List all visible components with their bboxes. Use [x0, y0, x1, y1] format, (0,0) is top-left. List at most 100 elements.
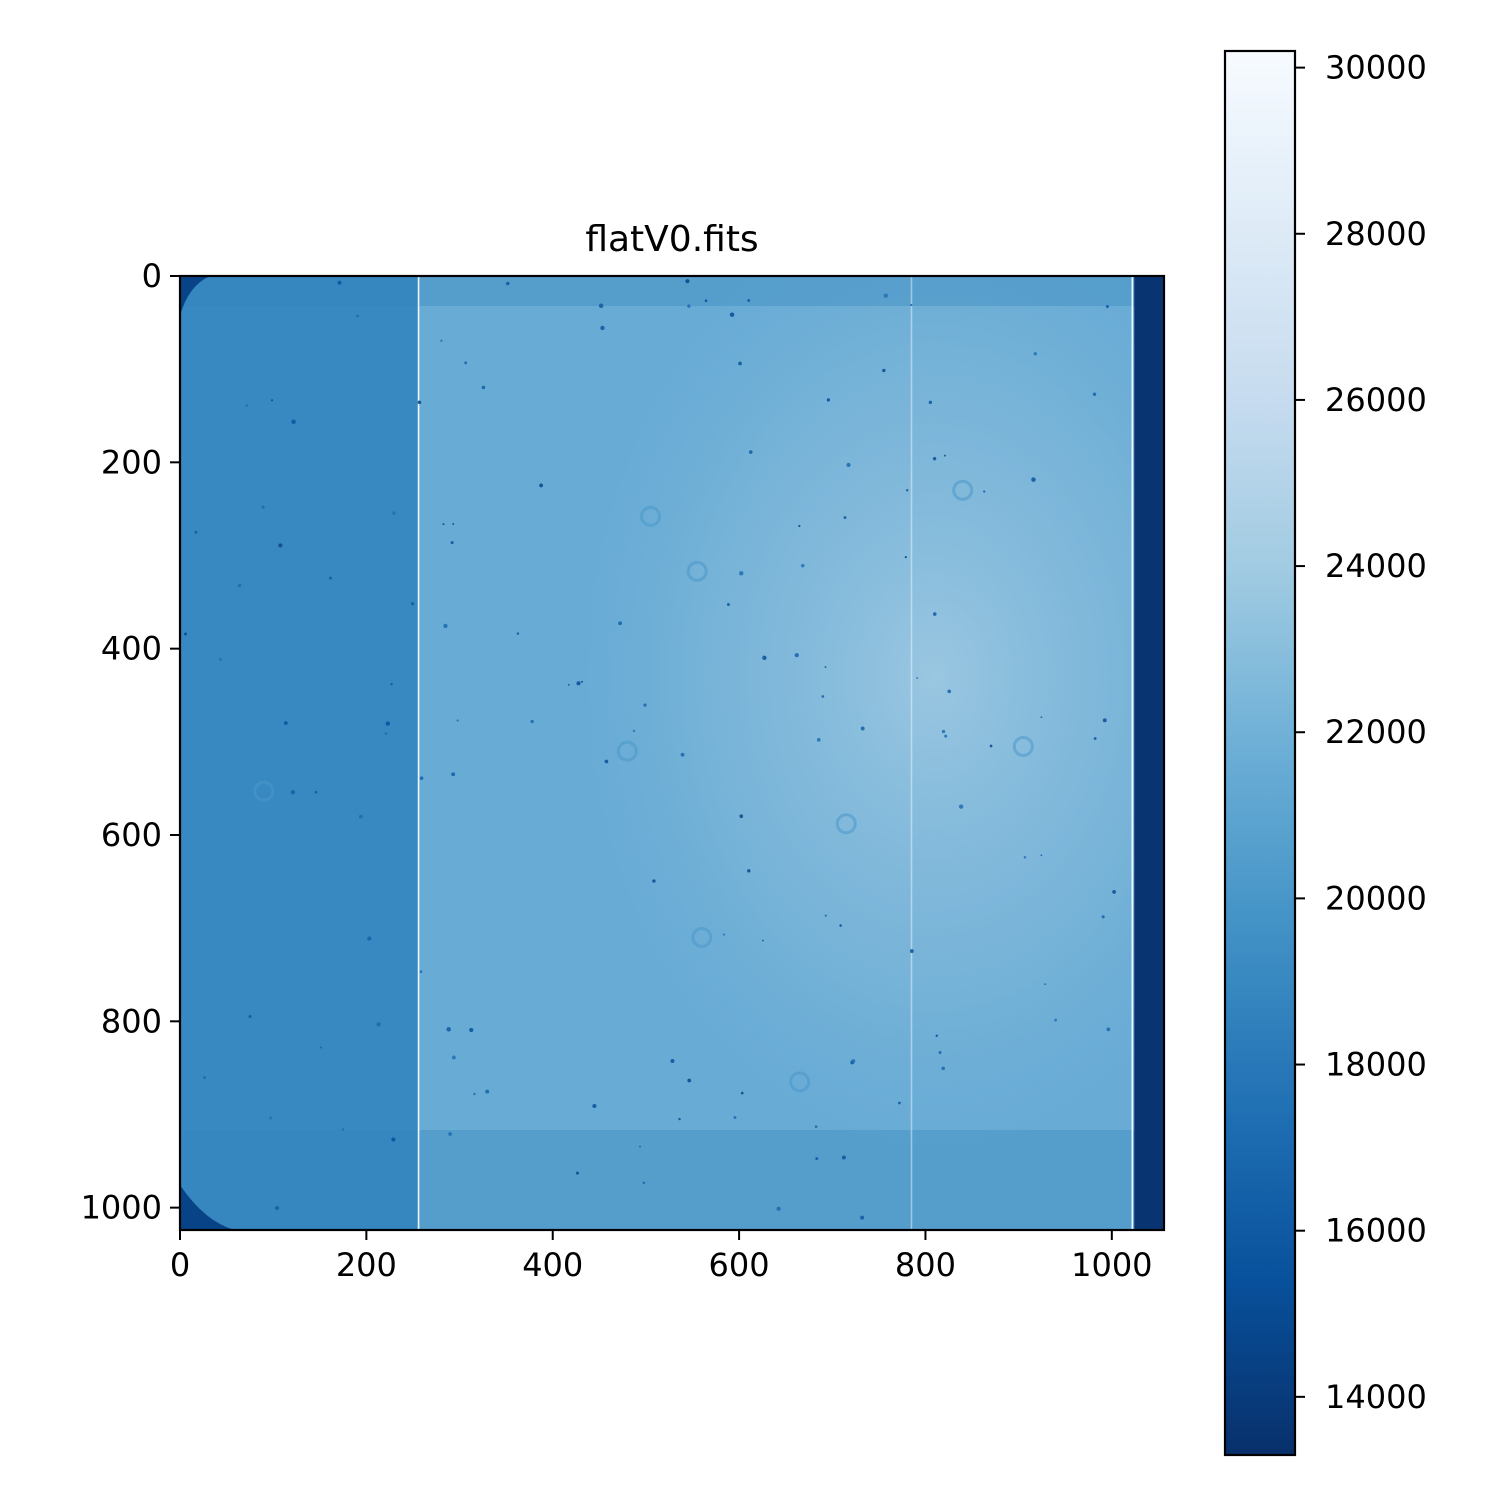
- heatmap-speck: [356, 314, 359, 318]
- heatmap-speck: [278, 543, 283, 548]
- heatmap-edge-vignette: [180, 276, 1135, 306]
- heatmap-speck: [580, 680, 584, 683]
- heatmap-speck: [824, 666, 827, 668]
- heatmap-speck: [800, 563, 805, 568]
- heatmap-speck: [219, 657, 223, 661]
- heatmap-speck: [516, 632, 520, 635]
- heatmap-speck: [464, 361, 468, 365]
- heatmap-speck: [839, 924, 842, 927]
- colorbar-fill: [1225, 51, 1295, 1455]
- heatmap-dust-ring: [691, 926, 713, 948]
- heatmap-speck: [816, 738, 821, 742]
- heatmap-speck: [794, 653, 799, 658]
- heatmap-speck: [882, 368, 886, 373]
- heatmap-bright-column: [417, 276, 420, 1230]
- x-tick-label: 0: [170, 1246, 190, 1284]
- heatmap-bright-column: [1131, 276, 1134, 1230]
- heatmap-speck: [530, 719, 534, 724]
- heatmap-speck: [417, 400, 422, 405]
- heatmap-speck: [938, 1051, 942, 1055]
- heatmap-speck: [1105, 305, 1109, 309]
- heatmap-speck: [600, 325, 605, 331]
- heatmap-speck: [450, 541, 454, 545]
- x-tick-label: 600: [709, 1246, 770, 1284]
- heatmap-speck: [678, 1117, 681, 1121]
- heatmap-speck: [1033, 352, 1037, 356]
- heatmap-speck: [452, 523, 455, 525]
- heatmap-speck: [618, 621, 622, 626]
- heatmap-speck: [392, 511, 396, 515]
- heatmap-speck: [440, 339, 443, 342]
- heatmap-speck: [261, 505, 265, 509]
- heatmap-speck: [846, 462, 851, 468]
- heatmap-overscan-region: [1134, 276, 1164, 1230]
- colorbar-tick-label: 22000: [1325, 713, 1427, 751]
- heatmap-speck: [341, 1128, 345, 1131]
- heatmap-speck: [419, 776, 424, 780]
- heatmap-speck: [733, 1115, 737, 1119]
- heatmap-speck: [685, 279, 690, 284]
- heatmap-speck: [237, 583, 242, 588]
- heatmap-speck: [598, 303, 604, 309]
- heatmap-speck: [367, 936, 372, 941]
- heatmap-speck: [687, 1078, 692, 1083]
- heatmap-speck: [906, 489, 909, 492]
- heatmap-speck: [729, 312, 735, 317]
- heatmap-speck: [883, 293, 888, 298]
- heatmap-speck: [944, 734, 948, 738]
- heatmap-speck: [443, 623, 448, 629]
- colorbar-tick-label: 26000: [1325, 381, 1427, 419]
- heatmap-dust-ring: [835, 813, 857, 835]
- colorbar-tick-label: 28000: [1325, 215, 1427, 253]
- colorbar-frame: [1223, 49, 1297, 1457]
- heatmap-speck: [411, 602, 415, 606]
- heatmap-speck: [935, 1034, 938, 1037]
- heatmap-speck: [505, 281, 510, 286]
- heatmap-speck: [932, 612, 937, 616]
- heatmap-speck: [283, 721, 288, 725]
- heatmap-speck: [909, 949, 914, 953]
- heatmap-speck: [941, 1066, 945, 1071]
- colorbar-tick-label: 16000: [1325, 1212, 1427, 1250]
- heatmap-speck: [798, 524, 801, 528]
- heatmap-speck: [592, 1103, 597, 1109]
- heatmap-speck: [194, 530, 198, 534]
- heatmap-speck: [448, 1132, 452, 1136]
- heatmap-speck: [359, 814, 363, 819]
- heatmap-edge-vignette: [180, 1130, 1135, 1230]
- x-tick-label: 800: [895, 1246, 956, 1284]
- heatmap-speck: [390, 682, 393, 686]
- heatmap-speck: [632, 729, 636, 732]
- heatmap-speck: [290, 789, 296, 795]
- plot-frame: [178, 274, 1166, 1232]
- heatmap-speck: [704, 299, 708, 303]
- heatmap-speck: [451, 1055, 456, 1060]
- heatmap-speck: [337, 280, 342, 285]
- heatmap-speck: [958, 804, 964, 809]
- heatmap-speck: [761, 939, 764, 942]
- heatmap-speck: [1112, 890, 1116, 894]
- heatmap-speck: [916, 677, 919, 680]
- heatmap-speck: [245, 404, 249, 407]
- heatmap-speck: [815, 1157, 819, 1161]
- heatmap-speck: [1040, 716, 1043, 719]
- y-tick-label: 400: [101, 630, 162, 668]
- heatmap-speck: [1102, 718, 1107, 723]
- heatmap-left-region: [180, 276, 419, 1230]
- heatmap-speck: [989, 744, 993, 748]
- heatmap-speck: [652, 879, 656, 883]
- heatmap-speck: [481, 385, 486, 390]
- heatmap-dust-ring: [952, 479, 974, 501]
- colorbar-tick-label: 30000: [1325, 49, 1427, 87]
- heatmap-dust-ring: [1012, 735, 1034, 757]
- heatmap-speck: [291, 419, 296, 425]
- heatmap-speck: [747, 299, 751, 302]
- heatmap-speck: [539, 483, 544, 488]
- heatmap-speck: [932, 456, 937, 461]
- heatmap-speck: [860, 1215, 865, 1220]
- heatmap-speck: [269, 1116, 272, 1120]
- heatmap-speck: [275, 1205, 280, 1210]
- heatmap-speck: [1101, 915, 1105, 919]
- colorbar-tick-label: 14000: [1325, 1378, 1427, 1416]
